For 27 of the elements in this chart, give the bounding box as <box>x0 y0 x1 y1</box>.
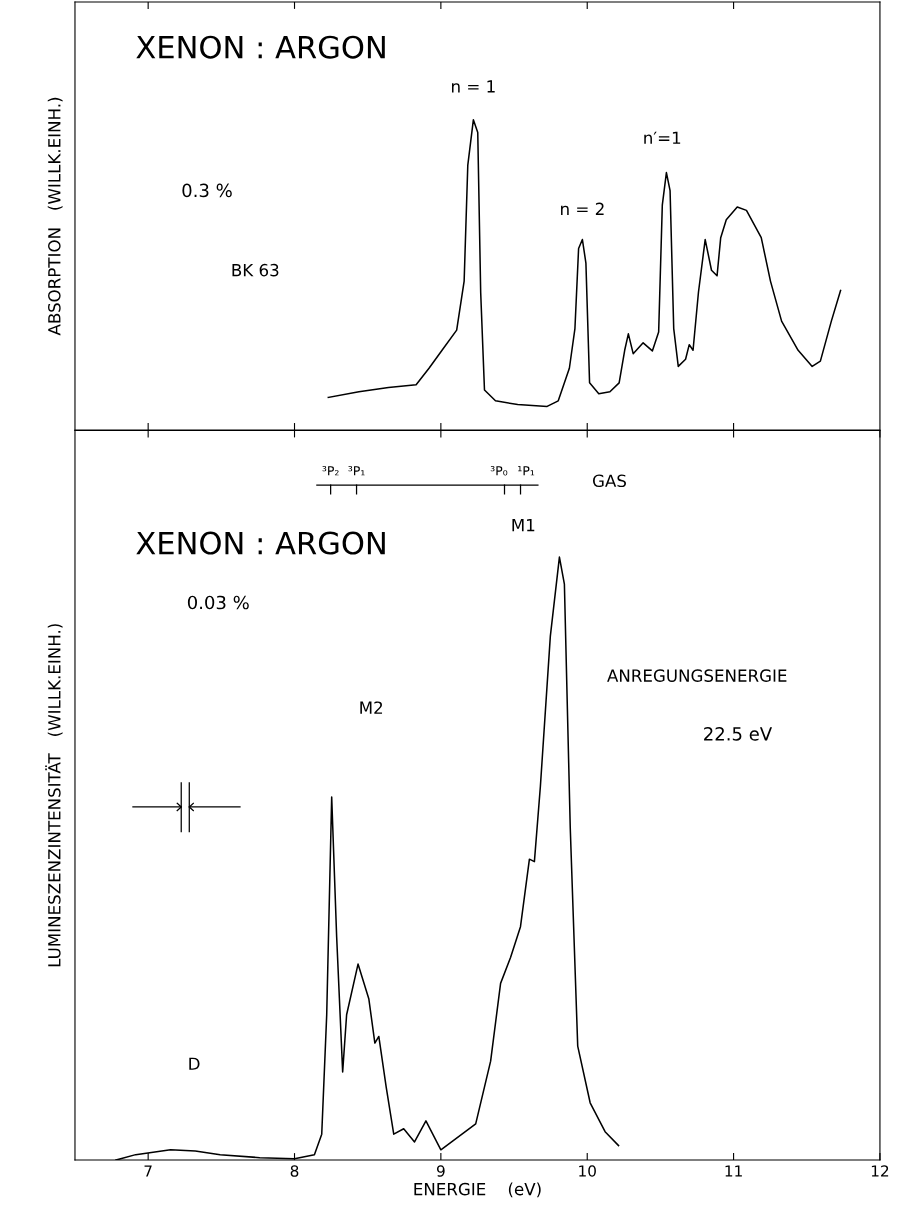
annotation: 22.5 eV <box>704 727 773 741</box>
annotation: M1 <box>512 518 535 532</box>
text: XENON : ARGON <box>136 531 385 555</box>
x-tick-label: 12 <box>871 1165 889 1177</box>
annotation: M2 <box>360 701 383 714</box>
x-tick-label: 9 <box>436 1165 445 1177</box>
annotation: 0.3 % <box>182 183 232 198</box>
text: ¹P₁ <box>518 466 535 476</box>
text: ³P₁ <box>348 466 365 476</box>
y-axis-title: LUMINESZENZINTENSITÄT (WILLK.EINH.) <box>45 624 63 967</box>
annotation: n = 1 <box>452 80 495 93</box>
x-tick-label: 8 <box>290 1165 299 1177</box>
text: ³P₀ <box>490 466 508 476</box>
annotation: 0.03 % <box>187 595 249 610</box>
x-tick-label: 10 <box>579 1165 596 1177</box>
y-axis-title: ABSORPTION (WILLK.EINH.) <box>47 97 63 336</box>
annotation: BK 63 <box>232 263 279 277</box>
annotation: D <box>189 1057 200 1070</box>
x-axis-title: ENERGIE (eV) <box>414 1182 541 1198</box>
text: ³P₂ <box>322 466 339 476</box>
text: GAS <box>592 474 626 488</box>
annotation: ANREGUNGSENERGIE <box>607 669 787 682</box>
x-tick-label: 11 <box>725 1165 742 1177</box>
annotation: n = 2 <box>561 202 604 215</box>
x-tick-label: 7 <box>144 1165 152 1177</box>
annotation: n′=1 <box>644 131 681 144</box>
text: XENON : ARGON <box>136 35 385 59</box>
